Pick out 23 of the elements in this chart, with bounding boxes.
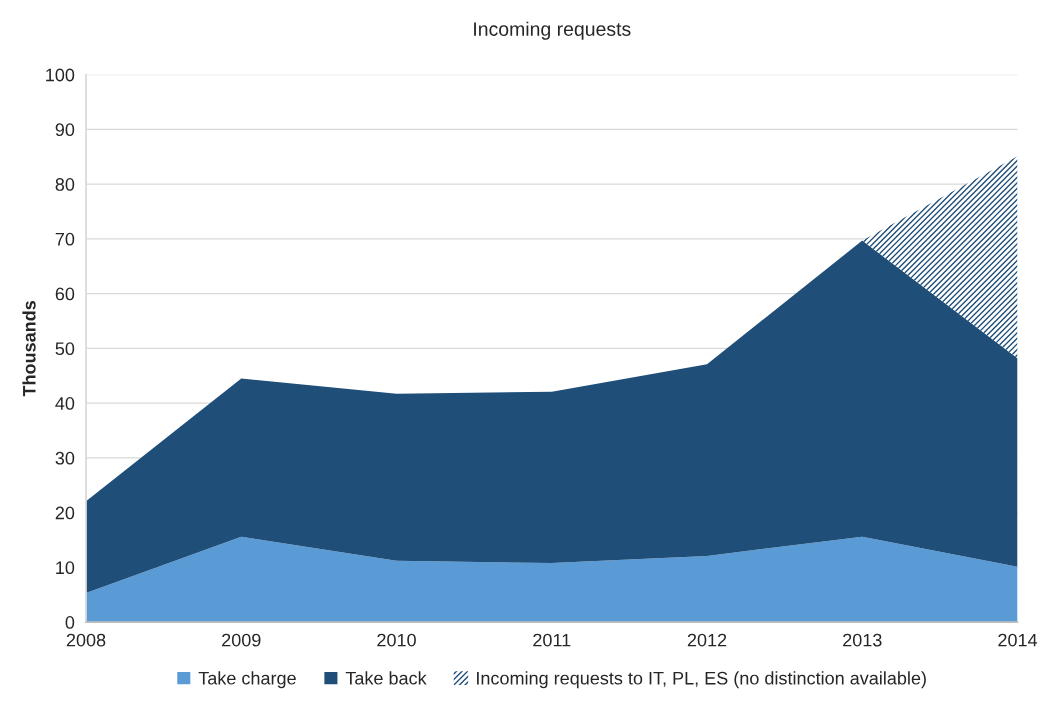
y-tick-label: 50 [55, 342, 75, 356]
y-tick-label: 20 [55, 506, 75, 520]
y-tick-label: 90 [55, 123, 75, 137]
y-axis-title: Thousands [22, 300, 36, 397]
y-tick-label: 40 [55, 397, 75, 410]
legend-label: Take back [345, 671, 427, 685]
y-tick-label: 60 [55, 287, 75, 301]
chart-title: Incoming requests [474, 21, 631, 40]
y-tick-label: 0 [65, 616, 75, 629]
legend-label: Incoming requests to IT, PL, ES (no distinction available) [477, 671, 926, 689]
x-tick-label: 2010 [377, 633, 416, 647]
y-tick-label: 70 [55, 232, 75, 246]
x-tick-label: 2013 [843, 633, 882, 647]
x-tick-label: 2011 [533, 633, 571, 647]
legend-label: Take charge [198, 671, 296, 689]
x-tick-label: 2012 [687, 633, 727, 647]
y-tick-label: 80 [55, 178, 75, 191]
y-tick-label: 30 [55, 451, 75, 465]
x-tick-label: 2009 [222, 633, 261, 647]
x-tick-label: 2014 [998, 633, 1038, 647]
y-tick-label: 10 [56, 561, 75, 575]
x-tick-label: 2008 [66, 633, 106, 647]
y-tick-label: 100 [46, 68, 75, 82]
